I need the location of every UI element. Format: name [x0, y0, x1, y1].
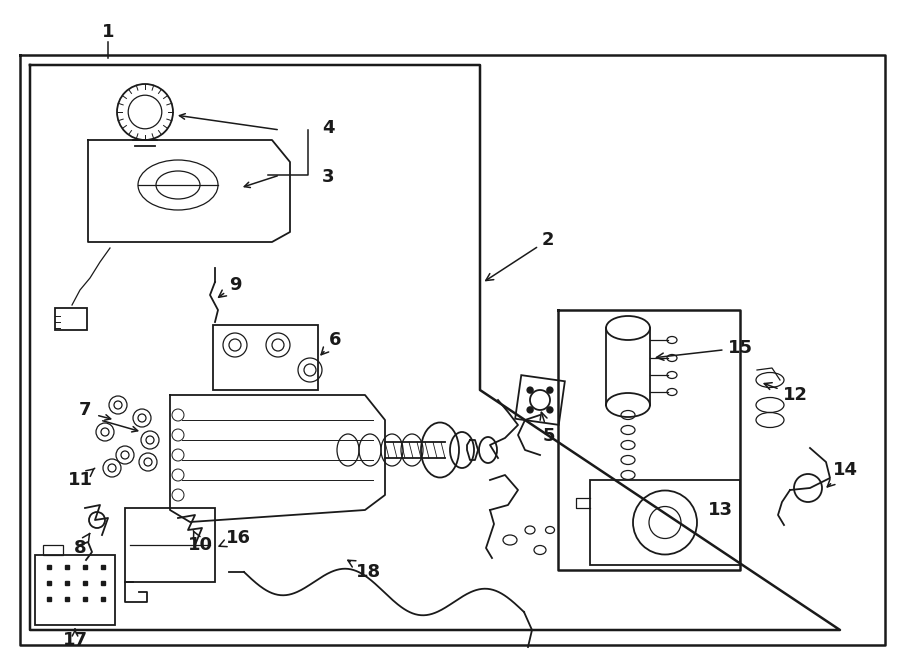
- Circle shape: [527, 407, 533, 413]
- Text: 1: 1: [102, 23, 114, 41]
- Text: 10: 10: [187, 531, 212, 554]
- Text: 7: 7: [79, 401, 91, 419]
- Text: 8: 8: [74, 533, 90, 557]
- Circle shape: [547, 407, 553, 413]
- Text: 15: 15: [656, 339, 752, 360]
- Text: 12: 12: [764, 383, 807, 404]
- Text: 18: 18: [348, 561, 381, 581]
- Text: 14: 14: [827, 461, 858, 487]
- Circle shape: [547, 387, 553, 393]
- Circle shape: [527, 387, 533, 393]
- Text: 16: 16: [219, 529, 250, 547]
- Text: 6: 6: [321, 331, 341, 355]
- Bar: [55, 308, 87, 330]
- Bar: [590, 480, 740, 565]
- Bar: [515, 375, 565, 425]
- Text: 2: 2: [486, 231, 554, 280]
- Text: 13: 13: [707, 501, 733, 519]
- Bar: [213, 325, 318, 390]
- Text: 17: 17: [62, 631, 87, 649]
- Bar: [125, 508, 215, 582]
- Text: 11: 11: [68, 468, 94, 489]
- Bar: [35, 555, 115, 625]
- Text: 9: 9: [219, 276, 241, 297]
- Text: 4: 4: [322, 119, 334, 137]
- Text: 3: 3: [322, 168, 334, 186]
- Text: 5: 5: [540, 412, 555, 445]
- Bar: [43, 545, 63, 555]
